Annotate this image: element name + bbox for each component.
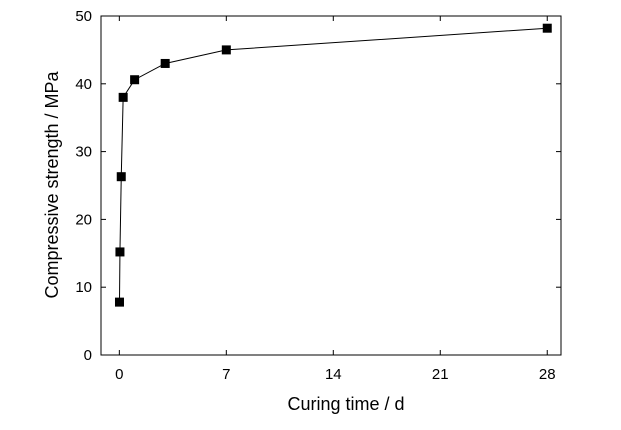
x-tick-label: 21 (432, 366, 449, 383)
series-line (118, 27, 548, 303)
y-tick-label: 10 (75, 279, 92, 296)
plot-frame (100, 15, 562, 356)
x-tick-label: 28 (539, 366, 556, 383)
x-axis-title: Curing time / d (287, 394, 404, 414)
y-tick-label: 20 (75, 211, 92, 228)
y-tick-label: 0 (84, 347, 92, 364)
data-point (130, 75, 140, 85)
data-point (160, 58, 170, 68)
y-tick-label: 50 (75, 8, 92, 25)
y-tick-label: 30 (75, 144, 92, 161)
x-axis-ticks: 0 7 14 21 28 (115, 16, 556, 383)
y-tick-label: 40 (75, 76, 92, 93)
x-tick-label: 7 (222, 366, 230, 383)
y-axis-title: Compressive strength / MPa (42, 70, 62, 298)
series-layer (114, 23, 552, 307)
data-point (114, 297, 124, 307)
data-point (118, 92, 128, 102)
data-point (115, 247, 125, 257)
data-point (221, 45, 231, 55)
x-tick-label: 14 (325, 366, 342, 383)
data-point (116, 172, 126, 182)
y-axis-ticks: 0 10 20 30 40 50 (75, 8, 561, 364)
data-point (542, 23, 552, 33)
x-tick-label: 0 (115, 366, 123, 383)
